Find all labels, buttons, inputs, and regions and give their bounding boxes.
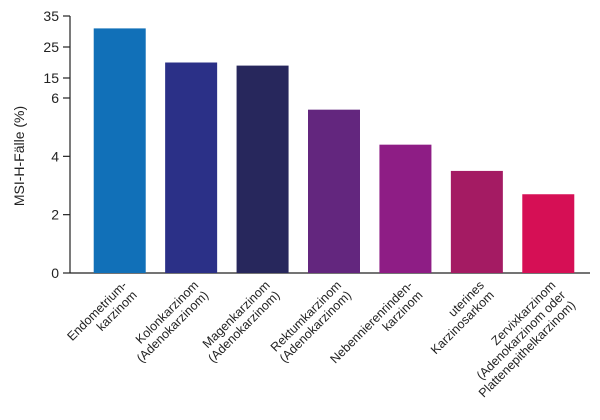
category-label: Kolonkarzinom(Adenokarzinom) — [124, 278, 211, 365]
bars — [93, 28, 575, 274]
bar — [308, 109, 360, 274]
y-tick-label: 4 — [51, 148, 59, 164]
y-tick-label: 6 — [51, 90, 59, 106]
y-ticks: 0 2 4 6 15 25 35 — [43, 8, 70, 281]
y-tick-label: 35 — [43, 8, 59, 24]
y-tick-label: 25 — [43, 39, 59, 55]
y-tick-label: 0 — [51, 265, 59, 281]
category-label: uterinesKarzinosarkom — [418, 278, 497, 357]
y-axis-title: MSI-H-Fälle (%) — [11, 106, 27, 206]
y-tick-label: 2 — [51, 207, 59, 223]
bar — [165, 62, 218, 273]
category-labels: Endometrium-karzinomKolonkarzinom(Adenok… — [64, 278, 578, 400]
bar — [236, 65, 289, 273]
y-tick-label: 15 — [43, 70, 59, 86]
category-label: Magenkarzinom(Adenokarzinom) — [195, 278, 282, 365]
bar — [522, 194, 575, 273]
bar — [379, 144, 432, 273]
bar — [93, 28, 146, 274]
bar — [450, 170, 503, 273]
category-label: Endometrium-karzinom — [64, 278, 139, 353]
